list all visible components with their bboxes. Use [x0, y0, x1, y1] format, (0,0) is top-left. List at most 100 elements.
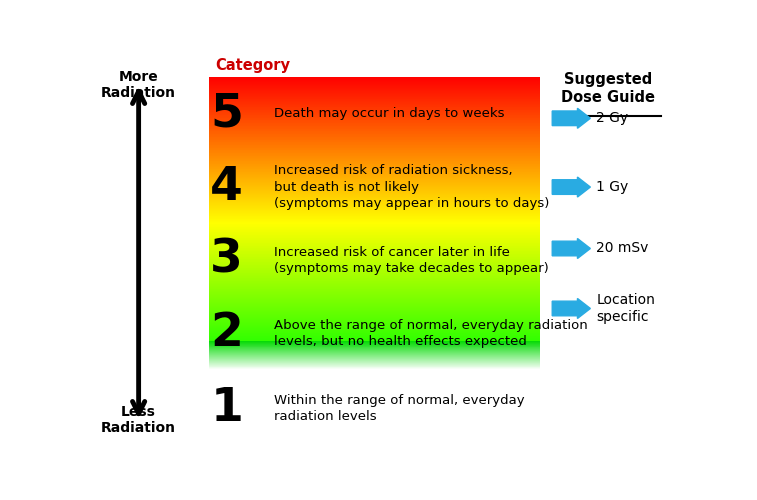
Bar [209, 301, 540, 302]
Bar [209, 207, 540, 208]
Text: Within the range of normal, everyday: Within the range of normal, everyday [273, 394, 524, 407]
Bar [209, 256, 540, 258]
Bar [209, 315, 540, 316]
Bar [209, 369, 540, 370]
Bar [209, 134, 540, 135]
Bar [209, 286, 540, 288]
Bar [209, 192, 540, 193]
Text: 4: 4 [210, 164, 243, 210]
Bar [209, 346, 540, 347]
Bar [209, 176, 540, 177]
Bar [209, 125, 540, 126]
Bar [209, 156, 540, 157]
Bar [209, 120, 540, 121]
Bar [209, 136, 540, 138]
Bar [209, 121, 540, 122]
Text: (symptoms may take decades to appear): (symptoms may take decades to appear) [273, 262, 548, 275]
Bar [209, 309, 540, 310]
Bar [209, 314, 540, 315]
Bar [209, 294, 540, 296]
Bar [209, 277, 540, 278]
Bar [209, 302, 540, 304]
Bar [209, 210, 540, 211]
Bar [209, 308, 540, 309]
Bar [209, 285, 540, 286]
Bar [209, 347, 540, 348]
Bar [209, 362, 540, 364]
Bar [209, 306, 540, 307]
Bar [209, 164, 540, 165]
Bar [209, 81, 540, 82]
Bar [209, 190, 540, 192]
Bar [209, 242, 540, 244]
Bar [209, 180, 540, 181]
Text: Location
specific: Location specific [597, 294, 655, 324]
Bar [209, 305, 540, 306]
Bar [209, 149, 540, 150]
Text: 3: 3 [210, 238, 243, 282]
Bar [209, 224, 540, 225]
Bar [209, 130, 540, 132]
Bar [209, 267, 540, 268]
Bar [209, 196, 540, 198]
Bar [209, 151, 540, 152]
Bar [209, 203, 540, 204]
Bar [209, 329, 540, 330]
Bar [209, 124, 540, 125]
Bar [209, 248, 540, 249]
Bar [209, 358, 540, 359]
Bar [209, 94, 540, 95]
Bar [209, 86, 540, 87]
Text: 5: 5 [210, 92, 243, 136]
Bar [209, 158, 540, 160]
Bar [209, 209, 540, 210]
Bar [209, 78, 540, 79]
Bar [209, 342, 540, 343]
Bar [209, 178, 540, 179]
Bar [209, 218, 540, 219]
Bar [209, 201, 540, 202]
Bar [209, 91, 540, 92]
Bar [209, 272, 540, 274]
Bar [209, 166, 540, 168]
Bar [209, 316, 540, 318]
Bar [209, 147, 540, 148]
Bar [209, 361, 540, 362]
Bar [209, 338, 540, 339]
Bar [209, 246, 540, 247]
Text: 2 Gy: 2 Gy [597, 112, 628, 126]
Bar [209, 271, 540, 272]
Bar [209, 185, 540, 186]
Bar [209, 216, 540, 217]
Bar [209, 320, 540, 321]
Bar [209, 160, 540, 162]
Bar [209, 189, 540, 190]
Bar [209, 108, 540, 109]
Bar [209, 282, 540, 283]
Bar [209, 174, 540, 176]
Bar [209, 143, 540, 144]
Bar [209, 253, 540, 254]
Bar [209, 139, 540, 140]
Bar [209, 364, 540, 365]
Bar [209, 278, 540, 279]
Bar [209, 220, 540, 222]
Bar [209, 182, 540, 184]
Bar [209, 152, 540, 154]
Bar [209, 97, 540, 98]
Text: Above the range of normal, everyday radiation: Above the range of normal, everyday radi… [273, 319, 587, 332]
Bar [209, 141, 540, 142]
Text: Less
Radiation: Less Radiation [101, 405, 176, 436]
Text: Suggested
Dose Guide: Suggested Dose Guide [561, 72, 655, 105]
Bar [209, 360, 540, 361]
Bar [209, 172, 540, 173]
Bar [209, 103, 540, 104]
Bar [209, 350, 540, 351]
Bar [209, 116, 540, 117]
Text: 1: 1 [210, 386, 243, 431]
Bar [209, 212, 540, 214]
Bar [209, 344, 540, 345]
Bar [209, 223, 540, 224]
Bar [209, 328, 540, 329]
Bar [209, 321, 540, 322]
